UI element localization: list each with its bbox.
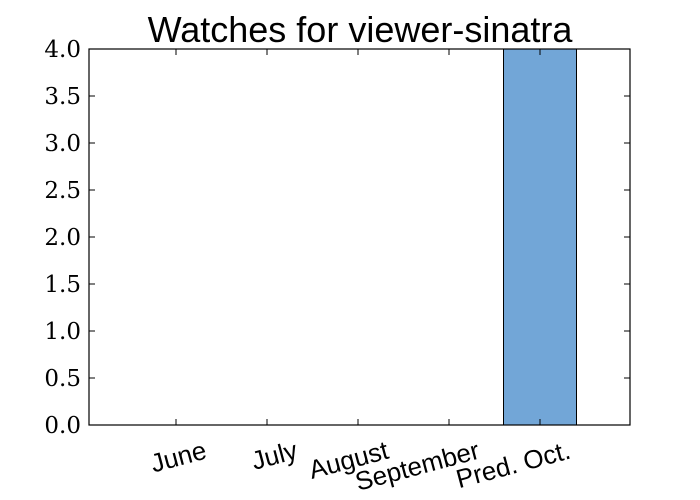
bar-pred-oct: [503, 48, 577, 426]
plot-area: 0.00.51.01.52.02.53.03.54.0 June July Augu…: [44, 37, 631, 497]
y-tick-label: 3.5: [44, 84, 81, 110]
plot-frame: [88, 48, 631, 426]
bars-group: [503, 48, 577, 426]
y-axis: 0.0 0.5 1.0 1.5 2.0 2.5 3.0 3.5 4.0: [44, 37, 630, 439]
y-tick-label: 0.0: [44, 413, 81, 439]
y-tick-label: 0.5: [44, 366, 81, 392]
chart-title: Watches for viewer-sinatra: [148, 9, 574, 50]
y-tick-label: 2.0: [44, 225, 81, 251]
y-tick-label: 1.0: [44, 319, 81, 345]
y-tick-label: 4.0: [44, 37, 81, 63]
y-tick-label: 2.5: [44, 178, 81, 204]
y-tick-label: 3.0: [44, 131, 81, 157]
y-tick-label: 1.5: [44, 272, 81, 298]
